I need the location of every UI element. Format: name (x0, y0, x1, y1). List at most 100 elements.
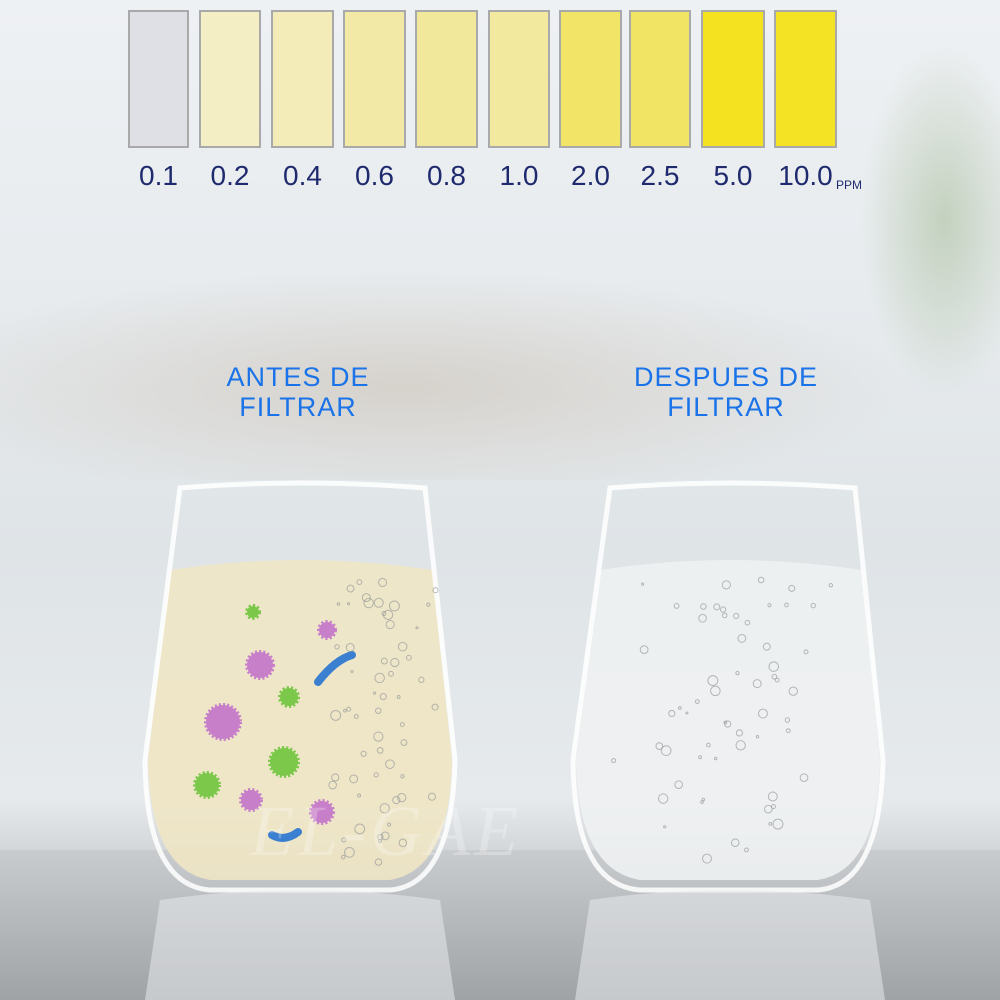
bubble (774, 677, 780, 683)
bubble (415, 626, 419, 630)
bubble (803, 649, 809, 655)
bubble (611, 758, 617, 764)
bubble (767, 603, 772, 608)
bubble (353, 714, 359, 719)
swatch-label: 0.4 (283, 160, 322, 191)
swatch-1.0 (488, 10, 550, 148)
bubble (374, 858, 383, 866)
swatch-label: 0.6 (355, 160, 394, 191)
bacteria-icon (268, 828, 302, 842)
bubble (685, 711, 689, 715)
swatch-10.0 (774, 10, 837, 148)
bubble (426, 602, 431, 607)
swatch-label: 10.0 (778, 160, 833, 191)
bubble (700, 800, 704, 804)
bubble (657, 793, 669, 804)
bubble (707, 675, 719, 686)
bubble (349, 774, 359, 784)
bubble (374, 672, 385, 684)
bubble (737, 634, 747, 643)
bubble (343, 708, 347, 713)
swatch-0.1 (128, 10, 189, 148)
bubbles (328, 576, 834, 866)
bubble (678, 706, 682, 710)
swatch-5.0 (701, 10, 765, 148)
bubble (330, 709, 342, 721)
microbe-icon (309, 799, 335, 825)
bubble (346, 602, 351, 606)
bubble (386, 822, 392, 827)
bubble (784, 717, 791, 723)
bubble (706, 742, 711, 748)
before-title-line1: ANTES DE (226, 362, 370, 392)
bubble (405, 654, 412, 661)
glass-before (142, 480, 458, 1000)
microbe-icon (204, 703, 242, 741)
background-blur (0, 250, 1000, 480)
bubble (721, 580, 731, 590)
bubble (713, 603, 721, 611)
bubble (363, 597, 374, 609)
bubble (350, 669, 354, 673)
bubble (698, 755, 703, 760)
bubble (752, 679, 762, 689)
microbe-icon (278, 686, 300, 708)
before-title-line2: FILTRAR (239, 392, 357, 422)
swatch-label: 0.1 (139, 160, 178, 191)
bubble (674, 780, 683, 789)
background-plant (860, 40, 1000, 400)
bubble (799, 773, 809, 782)
bubble (744, 847, 749, 853)
swatch-0.6 (343, 10, 406, 148)
bubble (399, 722, 405, 728)
bubble (641, 582, 645, 586)
after-title-line2: FILTRAR (667, 392, 785, 422)
bubble (373, 597, 384, 608)
bubble (354, 823, 366, 835)
bubble (397, 793, 407, 803)
bubble (360, 750, 367, 757)
bubble (762, 642, 771, 651)
bubble (346, 584, 355, 593)
bubble (388, 670, 394, 677)
bubble (733, 612, 740, 619)
bubble (713, 756, 718, 761)
swatch-label: 2.0 (571, 160, 610, 191)
bubble (418, 676, 425, 683)
bubble (344, 846, 355, 858)
bubble (379, 693, 387, 701)
bubble (431, 703, 439, 711)
bubble (432, 587, 439, 594)
bacteria-icon (314, 651, 356, 686)
bubble (810, 602, 816, 609)
bubble (663, 825, 667, 829)
bubble (735, 729, 744, 737)
bubble (373, 731, 384, 742)
bubble (772, 818, 784, 830)
bubble (400, 739, 408, 746)
bubble (341, 854, 346, 860)
watermark-logo: EL-GAE (250, 791, 522, 871)
bubble (385, 759, 395, 770)
bubble (392, 795, 401, 805)
bubble (388, 600, 400, 612)
bubble (768, 822, 773, 826)
bubble (828, 583, 834, 588)
bubble (700, 603, 707, 610)
bubble (397, 641, 408, 652)
bubble (357, 793, 362, 798)
swatch-0.8 (415, 10, 478, 148)
microbe-icon (245, 604, 261, 620)
bubble (336, 602, 341, 606)
bubble (771, 673, 778, 680)
bubble (767, 791, 778, 802)
microbe-icon (268, 746, 300, 778)
bubble (730, 838, 740, 847)
bubble (755, 734, 760, 739)
bubble (757, 576, 765, 584)
bubble (710, 685, 721, 697)
bubble (378, 839, 383, 843)
swatch-0.2 (199, 10, 261, 148)
bubble (764, 804, 773, 814)
